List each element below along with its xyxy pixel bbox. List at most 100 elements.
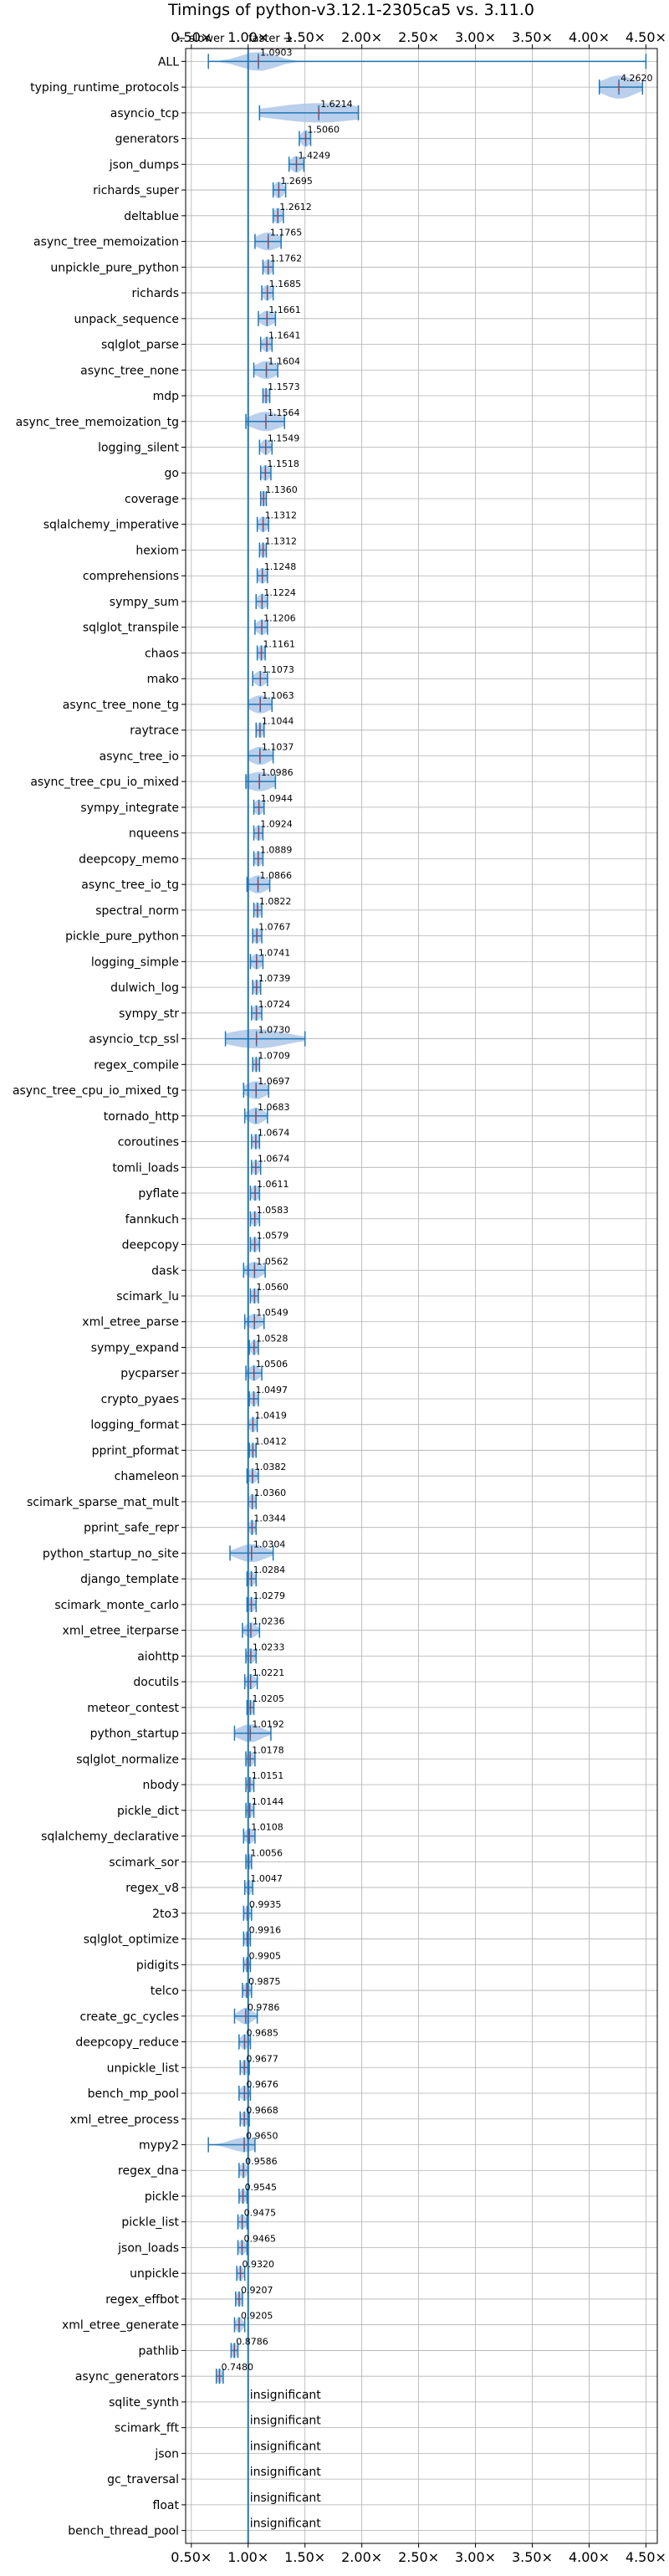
benchmark-name-label: pickle_list [121,2216,179,2230]
benchmark-value-label: 0.9586 [245,2156,278,2167]
benchmark-value-label: 1.0674 [258,1128,290,1139]
x-tick-label-top: 4.50× [626,29,666,45]
benchmark-name-label: async_tree_io_tg [81,878,179,892]
benchmark-name-label: deepcopy [122,1239,179,1252]
benchmark-name-label: pycparser [120,1367,179,1380]
benchmark-name-label: scimark_sor [109,1856,179,1869]
benchmark-value-label: 1.0944 [261,793,294,804]
benchmark-value-label: 1.1641 [268,330,301,341]
benchmark-value-label: 1.0497 [256,1385,289,1396]
benchmark-value-label: 1.0549 [256,1308,289,1319]
x-tick-label-top: 1.50× [284,29,325,45]
benchmark-name-label: scimark_monte_carlo [54,1599,179,1612]
benchmark-name-label: python_startup_no_site [43,1547,179,1560]
benchmark-name-label: python_startup [90,1728,179,1741]
benchmark-value-label: 1.0047 [250,1873,283,1884]
benchmark-name-label: async_tree_memoization [33,236,179,249]
x-tick-label-bottom: 4.50× [626,2549,666,2565]
chart-title: Timings of python-v3.12.1-2305ca5 vs. 3.… [167,1,534,19]
benchmark-name-label: regex_effbot [105,2293,179,2307]
benchmark-value-label: 1.1073 [262,664,294,675]
benchmark-name-label: xml_etree_process [70,2113,179,2127]
faster-direction-label: faster → [248,33,293,45]
benchmark-name-label: sqlalchemy_declarative [41,1831,179,1844]
benchmark-name-label: sympy_expand [91,1341,179,1355]
plot-frame [185,48,658,2544]
benchmark-value-label: 0.9668 [246,2105,278,2116]
benchmark-value-label: 0.9650 [246,2130,278,2141]
benchmark-name-label: sqlalchemy_imperative [43,519,179,532]
benchmark-name-label: sympy_integrate [80,801,179,815]
benchmark-value-label: 1.1518 [267,458,299,469]
benchmark-value-label: 1.0709 [258,1050,290,1061]
x-tick-label-top: 4.00× [569,29,610,45]
benchmark-name-label: bench_thread_pool [68,2525,179,2538]
benchmark-value-label: 1.1206 [263,613,296,624]
benchmark-value-label: 0.8786 [236,2336,268,2347]
benchmark-name-label: tornado_http [104,1110,179,1124]
benchmark-name-label: sympy_sum [110,596,179,609]
benchmark-name-label: pickle_dict [117,1805,180,1818]
benchmark-name-label: xml_etree_parse [82,1316,179,1329]
benchmark-value-label: 1.0151 [252,1770,284,1781]
benchmark-name-label: sqlglot_parse [101,339,179,352]
benchmark-name-label: richards [132,287,180,300]
benchmark-name-label: raytrace [130,725,179,738]
benchmark-name-label: float [153,2499,180,2512]
x-tick-label-bottom: 2.00× [341,2549,382,2565]
benchmark-value-label: 1.0767 [258,922,291,933]
benchmark-name-label: tomli_loads [112,1161,179,1175]
benchmark-name-label: create_gc_cycles [79,2010,179,2024]
benchmark-value-label: 1.1762 [270,253,303,264]
benchmark-name-label: pickle_pure_python [65,930,179,944]
benchmark-name-label: ALL [158,55,179,69]
benchmark-value-label: 1.4249 [298,150,330,161]
benchmark-name-label: logging_format [90,1419,179,1432]
benchmark-value-label: 1.0304 [253,1539,286,1549]
benchmark-name-label: fannkuch [125,1213,179,1227]
benchmark-name-label: spectral_norm [95,904,179,918]
benchmark-value-label: 1.0233 [253,1641,285,1652]
benchmark-value-label: 1.0697 [258,1076,290,1087]
benchmark-name-label: async_tree_memoization_tg [16,416,179,429]
benchmark-name-label: pyflate [138,1187,179,1201]
benchmark-value-label: 1.0562 [256,1256,289,1267]
x-tick-label-top: 1.00× [227,29,268,45]
benchmark-value-label: 1.0730 [258,1025,291,1036]
benchmark-name-label: generators [115,133,179,146]
x-tick-label-top: 2.50× [398,29,439,45]
benchmark-value-label: 0.9475 [244,2208,277,2219]
benchmark-name-label: pathlib [139,2344,180,2358]
benchmark-name-label: coroutines [118,1136,179,1150]
benchmark-value-label: 1.0178 [252,1744,284,1755]
benchmark-name-label: bench_mp_pool [88,2087,179,2101]
insignificant-label: insignificant [250,2466,322,2479]
benchmark-name-label: docutils [133,1676,179,1689]
benchmark-value-label: 1.1661 [268,305,301,315]
benchmark-value-label: 1.0192 [252,1719,284,1730]
benchmark-value-label: 1.1312 [265,510,298,521]
benchmark-value-label: 0.9916 [249,1925,282,1936]
benchmark-name-label: sqlglot_normalize [76,1753,179,1766]
benchmark-value-label: 1.0412 [254,1436,287,1447]
benchmark-value-label: 1.0144 [252,1796,284,1807]
benchmark-value-label: 1.0221 [253,1667,285,1678]
benchmark-value-label: 1.0986 [261,767,294,778]
benchmark-value-label: 1.0279 [253,1590,286,1601]
benchmark-value-label: 1.0683 [258,1102,290,1113]
benchmark-value-label: 1.0889 [260,844,293,855]
benchmark-name-label: dask [151,1264,180,1278]
benchmark-value-label: 1.0903 [260,47,293,58]
benchmark-value-label: 1.0284 [253,1565,286,1575]
benchmark-value-label: 1.1044 [262,716,294,727]
benchmark-value-label: 0.9935 [249,1899,282,1910]
benchmark-value-label: 1.0739 [258,973,291,984]
insignificant-label: insignificant [250,2415,322,2428]
category-labels: ALL 1.0903 typing_runtime_protocols 4.2620 a… [13,47,653,2538]
benchmark-value-label: 1.0360 [254,1488,287,1498]
benchmark-value-label: 1.0741 [258,947,291,958]
x-axis-ticks: 0.50× 0.50× 1.00× 1.00× 1.50× 1.50× 2.00× 2.00×… [171,29,666,2565]
benchmark-value-label: 1.6214 [320,99,353,110]
benchmark-value-label: 1.1063 [262,690,294,701]
benchmark-value-label: 1.0419 [254,1411,287,1421]
